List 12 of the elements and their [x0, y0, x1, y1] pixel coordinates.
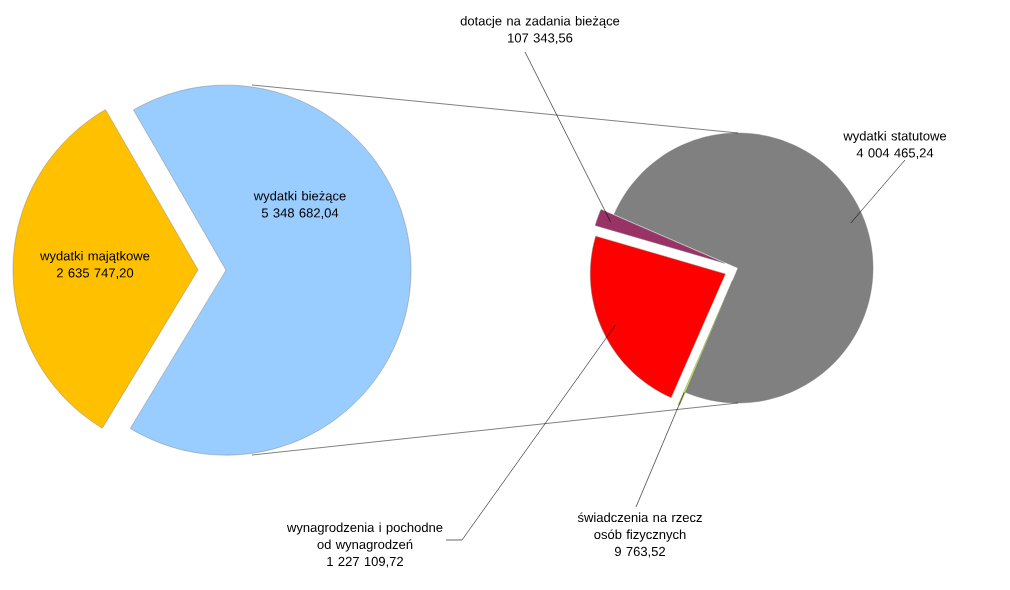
slice-label: wydatki majątkowe — [40, 250, 150, 264]
slice-label: dotacje na zadania bieżące — [460, 15, 620, 29]
data-label: 2 635 747,20 — [56, 268, 134, 280]
data-label: 5 348 682,04 — [261, 208, 339, 220]
slice-label: wydatki bieżące — [253, 190, 346, 204]
data-label: 9 763,52 — [614, 546, 665, 558]
data-label: 1 227 109,72 — [327, 556, 403, 568]
slice-label: wynagrodzenia i pochodne od wynagrodzeń — [286, 522, 443, 552]
slice-label: wydatki statutowe — [843, 130, 947, 144]
data-label: 4 004 465,24 — [856, 148, 934, 160]
slice-label: świadczenia na rzecz osób fizycznych — [577, 512, 702, 542]
data-label: 107 343,56 — [508, 33, 573, 45]
